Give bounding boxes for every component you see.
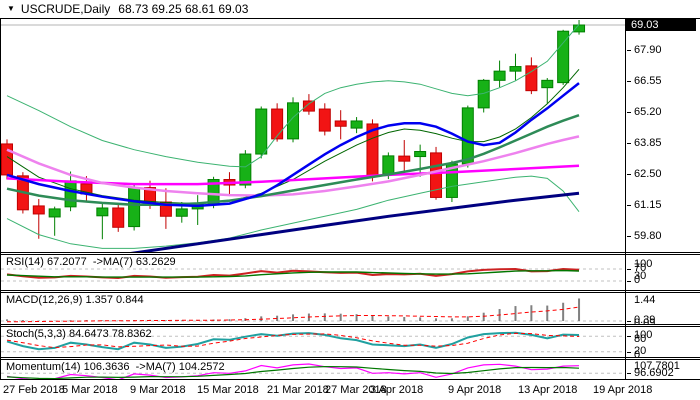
axis-tick-mark [627, 351, 631, 353]
momentum-plot [1, 363, 625, 379]
date-label: 9 Apr 2018 [448, 384, 502, 396]
rsi-scale-label: 70 [634, 262, 647, 274]
rsi-title: RSI(14) 67.2077 ->MA(7) 63.2629 [6, 256, 176, 268]
price-axis-border [625, 18, 626, 380]
momentum-scale-label: 96.6902 [634, 367, 674, 379]
axis-tick-mark [627, 50, 631, 51]
stoch-scale-label: 20 [634, 345, 647, 357]
stoch-panel[interactable]: Stoch(5,3,3) 84.6473 78.8362 100 80 20 0 [0, 326, 700, 358]
date-label: 13 Apr 2018 [518, 384, 578, 396]
date-axis: 27 Feb 2018 5 Mar 2018 9 Mar 2018 15 Mar 20… [0, 381, 700, 400]
axis-tick-mark [627, 321, 631, 322]
axis-tick-mark [627, 373, 631, 375]
stoch-scale-label: 80 [634, 333, 647, 345]
axis-tick-mark [627, 269, 631, 270]
date-label: 15 Mar 2018 [197, 384, 259, 396]
macd-plot [1, 298, 625, 323]
date-label: 3 Apr 2018 [370, 384, 424, 396]
rsi-plot [1, 267, 625, 282]
stoch-scale-label: 100 [634, 329, 653, 341]
rsi-scale-label: 100 [634, 258, 653, 270]
symbol-title: USCRUDE,Daily [20, 2, 111, 16]
price-tick-label: 63.85 [634, 137, 662, 149]
axis-tick-mark [627, 143, 631, 144]
macd-scale-label: 1.44 [634, 294, 656, 306]
axis-tick-mark [627, 205, 631, 206]
macd-panel[interactable]: MACD(12,26,9) 1.357 0.844 1.44 0.39 0.09 [0, 292, 700, 325]
axis-tick-mark [627, 174, 631, 175]
momentum-title: Momentum(14) 106.3636 ->MA(7) 104.2572 [6, 361, 225, 373]
stoch-plot [1, 331, 625, 353]
date-label: 5 Mar 2018 [62, 384, 118, 396]
momentum-panel[interactable]: Momentum(14) 106.3636 ->MA(7) 104.2572 1… [0, 359, 700, 380]
macd-title: MACD(12,26,9) 1.357 0.844 [6, 294, 144, 306]
date-label: 19 Apr 2018 [593, 384, 653, 396]
price-tick-label: 65.20 [634, 106, 662, 118]
price-tick-label: 59.80 [634, 230, 662, 242]
symbol-dropdown-icon[interactable]: ▼ [7, 4, 15, 13]
chart-header: ▼ USCRUDE,Daily 68.73 69.25 68.61 69.03 [0, 0, 700, 18]
date-label: 21 Mar 2018 [267, 384, 329, 396]
date-label: 27 Feb 2018 [3, 384, 65, 396]
price-tick-label: 61.15 [634, 199, 662, 211]
main-chart-panel[interactable]: 69.2567.9066.5565.2063.8562.5061.1559.80… [0, 18, 700, 253]
macd-scale-label: 0.09 [634, 317, 656, 325]
axis-tick-mark [627, 336, 631, 338]
rsi-scale-label: 30 [634, 270, 647, 282]
axis-tick-mark [627, 112, 631, 113]
axis-tick-mark [627, 81, 631, 82]
price-tick-label: 62.50 [634, 168, 662, 180]
macd-scale-label: 0.39 [634, 314, 656, 325]
axis-tick-mark [627, 281, 631, 282]
price-tick-label: 67.90 [634, 44, 662, 56]
rsi-panel[interactable]: RSI(14) 67.2077 ->MA(7) 63.2629 100 70 30 0 [0, 254, 700, 291]
price-tick-label: 66.55 [634, 75, 662, 87]
rsi-scale-label: 0 [634, 274, 641, 286]
chart-left-border [0, 18, 1, 380]
candlestick-chart [1, 20, 625, 252]
momentum-scale-label: 107.7801 [634, 360, 680, 372]
stoch-scale-label: 0 [634, 349, 641, 358]
current-price-label: 69.03 [626, 19, 696, 31]
date-label: 9 Mar 2018 [130, 384, 186, 396]
stoch-title: Stoch(5,3,3) 84.6473 78.8362 [6, 328, 152, 340]
axis-tick-mark [627, 236, 631, 237]
date-label: 27 Mar 2018 [325, 384, 387, 396]
ohlc-values: 68.73 69.25 68.61 69.03 [118, 2, 249, 16]
